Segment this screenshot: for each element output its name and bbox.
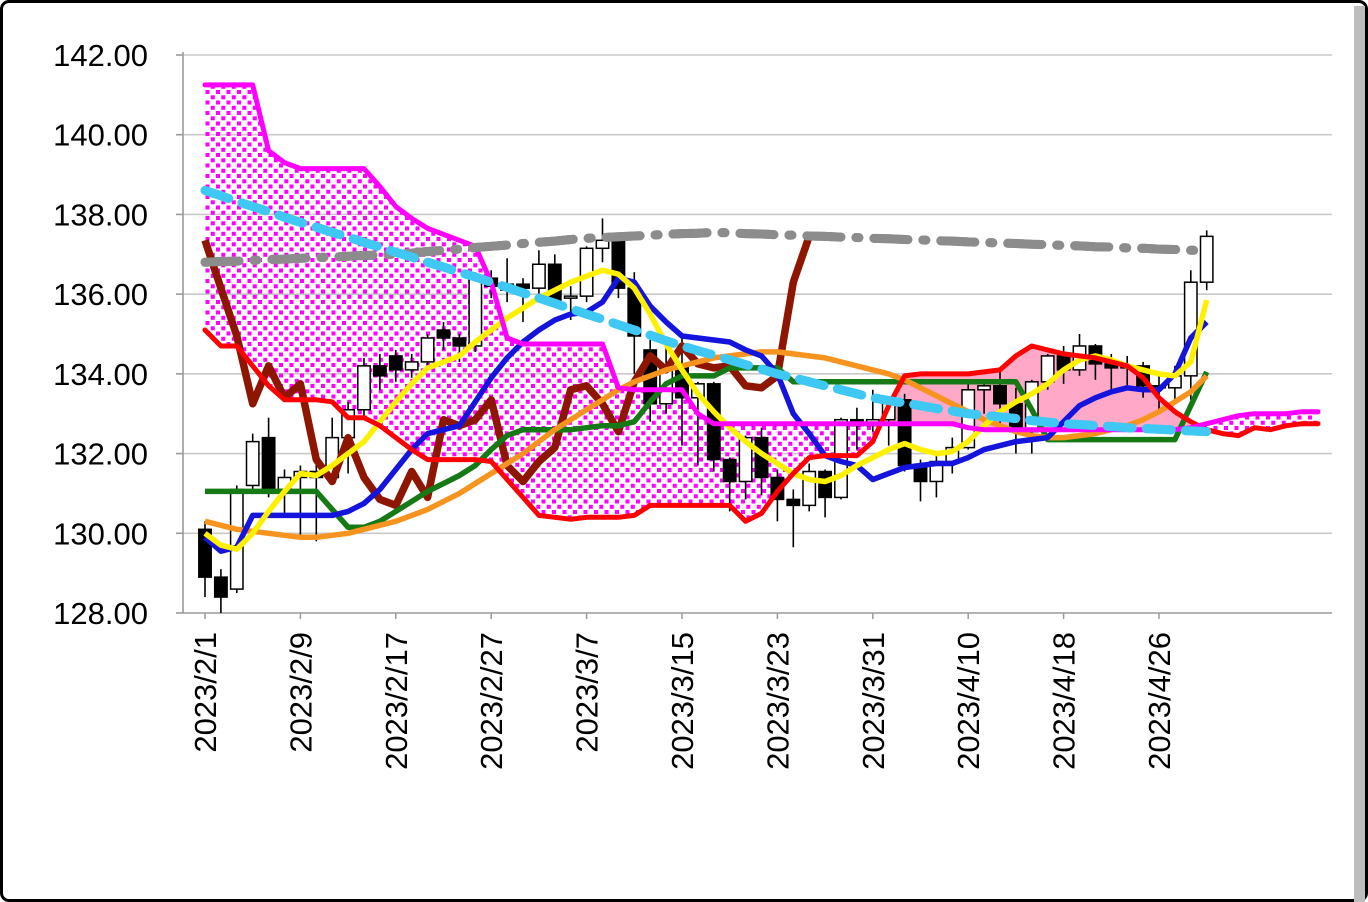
bull-candle-body xyxy=(404,361,419,371)
x-axis-tick-label: 2023/3/7 xyxy=(570,632,605,753)
bear-candle-body xyxy=(818,470,833,499)
bear-candle-body xyxy=(372,365,387,377)
x-axis-tick-label: 2023/2/27 xyxy=(474,632,509,770)
x-axis-tick-label: 2023/3/15 xyxy=(665,632,700,770)
bull-candle-body xyxy=(563,295,578,299)
y-axis-tick-label: 134.00 xyxy=(53,357,148,392)
y-axis-tick-label: 138.00 xyxy=(53,197,148,232)
bull-candle-body xyxy=(977,385,992,391)
x-axis-tick-label: 2023/4/18 xyxy=(1047,632,1082,770)
bull-candle-body xyxy=(738,436,753,483)
x-axis-tick-label: 2023/4/10 xyxy=(951,632,986,770)
bear-candle-body xyxy=(722,458,737,483)
y-axis-tick-label: 140.00 xyxy=(53,118,148,153)
y-axis-tick-label: 136.00 xyxy=(53,277,148,312)
bear-candle-body xyxy=(261,436,276,491)
x-axis-tick-label: 2023/4/26 xyxy=(1142,632,1177,770)
y-axis-tick-label: 128.00 xyxy=(53,596,148,631)
bull-candle-body xyxy=(531,263,546,289)
x-axis-tick-label: 2023/2/1 xyxy=(188,632,223,753)
senkou-span-a-red xyxy=(202,327,1321,524)
y-axis-tick-label: 132.00 xyxy=(53,437,148,472)
y-axis-tick-label: 142.00 xyxy=(53,38,148,73)
bull-candle-body xyxy=(357,365,371,411)
bear-candle-body xyxy=(388,355,403,371)
x-axis-tick-label: 2023/2/17 xyxy=(379,632,414,770)
ichimoku-candlestick-chart: 128.00 130.00 132.00 134.00 136.00 138.00 140.… xyxy=(53,38,1332,770)
bull-candle-body xyxy=(595,239,610,250)
x-axis-tick-label: 2023/3/23 xyxy=(760,632,795,770)
x-axis-tick-label: 2023/2/9 xyxy=(283,632,318,753)
bear-candle-body xyxy=(897,399,912,467)
bear-candle-body xyxy=(993,385,1007,405)
window-edge-strip xyxy=(1354,6,1365,902)
y-axis-labels: 128.00 130.00 132.00 134.00 136.00 138.00 140.… xyxy=(53,38,148,631)
bear-candle-body xyxy=(452,337,467,347)
x-axis-tick-label: 2023/3/31 xyxy=(856,632,891,770)
ma-75-cyan-dashed-top xyxy=(200,186,1212,437)
bull-candle-body xyxy=(1199,235,1214,283)
bear-candle-body xyxy=(786,498,801,507)
tenkan-blue xyxy=(203,275,1209,554)
x-axis-labels: 2023/2/1 2023/2/9 2023/2/17 2023/2/27 2023/3… xyxy=(188,632,1177,770)
bull-candle-body xyxy=(420,337,435,363)
bear-candle-body xyxy=(436,329,451,339)
ma-5-yellow xyxy=(203,267,1210,552)
bear-candle-body xyxy=(213,576,228,598)
bull-candle-body xyxy=(245,440,260,487)
y-axis-tick-label: 130.00 xyxy=(53,516,148,551)
ma-200-gray-dashdot-top xyxy=(200,227,1212,267)
